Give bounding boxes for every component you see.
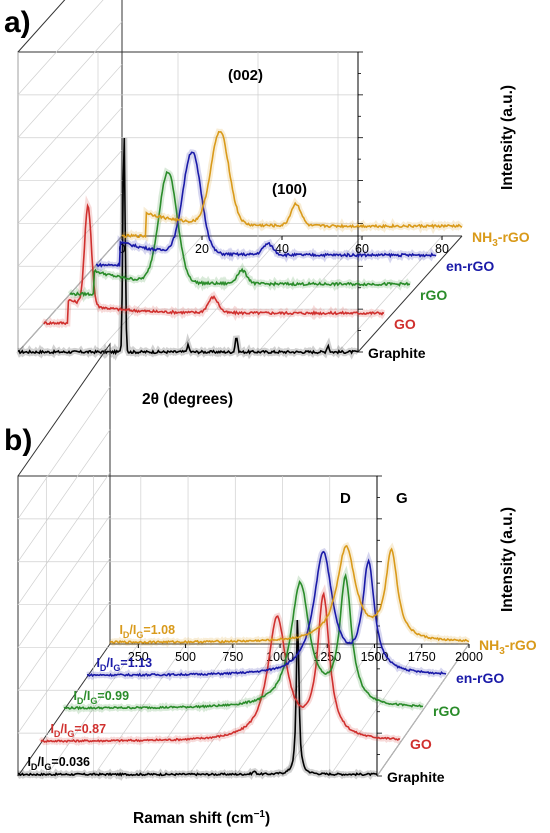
series-label: GO bbox=[410, 736, 432, 752]
id-ig-ratio-label: ID/IG=1.08 bbox=[119, 623, 175, 640]
series-line-go bbox=[40, 591, 401, 744]
floor-grid-line bbox=[282, 643, 375, 777]
series-line-rgo bbox=[69, 170, 411, 298]
side-grid-line bbox=[17, 107, 123, 224]
floor-grid-line bbox=[187, 643, 281, 777]
id-ig-ratio-label: ID/IG=0.99 bbox=[73, 689, 129, 706]
series-label: en-rGO bbox=[446, 258, 494, 274]
floor-grid-line bbox=[376, 643, 470, 777]
series-label: en-rGO bbox=[456, 670, 504, 686]
series-line-nh3-rgo bbox=[109, 544, 470, 644]
panel-b-y-axis-title: Intensity (a.u.) bbox=[499, 507, 516, 612]
side-grid-line bbox=[17, 429, 111, 562]
side-grid-line bbox=[17, 150, 123, 267]
x-tick-label: 500 bbox=[175, 650, 196, 664]
floor-grid-line bbox=[97, 235, 203, 353]
series-glow bbox=[38, 584, 402, 747]
x-tick-label: 750 bbox=[222, 650, 243, 664]
side-grid-line bbox=[17, 0, 104, 96]
annotation-100: (100) bbox=[272, 181, 307, 198]
panel-a-x-axis-title: 2θ (degrees) bbox=[142, 391, 233, 408]
series-line-graphite bbox=[17, 137, 359, 356]
panel-b-id-ig-ratios: ID/IG=0.036 ID/IG=0.87 ID/IG=0.99 ID/IG=1.1… bbox=[27, 623, 175, 772]
id-ig-ratio-label: ID/IG=0.036 bbox=[27, 755, 90, 772]
id-ig-ratio-label: ID/IG=0.87 bbox=[50, 722, 106, 739]
x-tick-label: 40 bbox=[275, 242, 289, 256]
series-line-graphite bbox=[18, 619, 378, 777]
series-label: rGO bbox=[420, 287, 447, 303]
side-grid-line bbox=[17, 472, 111, 605]
panel-b: b) 250 500 750 1000 1250 1500 1750 2000 Graphit… bbox=[4, 342, 537, 827]
series-label: Graphite bbox=[368, 345, 426, 361]
id-ig-ratio-label: ID/IG=1.13 bbox=[96, 656, 152, 673]
x-tick-label: 60 bbox=[355, 242, 369, 256]
x-tick-label: 250 bbox=[128, 650, 149, 664]
left-wall-frame bbox=[17, 342, 111, 644]
panel-b-series bbox=[16, 541, 471, 782]
x-tick-label: 2000 bbox=[455, 650, 483, 664]
panel-a-grid bbox=[17, 0, 463, 353]
panel-a: a) 0 20 40 60 80 GraphiteGOrGOen-rGONH3-rGO … bbox=[4, 0, 530, 408]
panel-label-a: a) bbox=[4, 6, 31, 39]
annotation-d-band: D bbox=[340, 490, 351, 507]
panel-b-x-ticks: 250 500 750 1000 1250 1500 1750 2000 bbox=[128, 475, 483, 777]
annotation-g-band: G bbox=[396, 490, 408, 507]
side-grid-line bbox=[17, 64, 123, 181]
side-grid-line bbox=[17, 600, 111, 734]
annotation-002: (002) bbox=[228, 67, 263, 84]
side-grid-line bbox=[17, 386, 111, 520]
x-tick-label: 1500 bbox=[361, 650, 389, 664]
x-tick-label: 80 bbox=[435, 242, 449, 256]
series-line-rgo bbox=[63, 572, 424, 711]
floor-grid-line bbox=[177, 235, 283, 353]
floor-grid-line bbox=[329, 643, 423, 777]
left-wall-frame bbox=[17, 0, 123, 236]
floor-grid-line bbox=[235, 643, 328, 777]
series-line-go bbox=[43, 202, 385, 326]
floor-grid-line bbox=[46, 643, 139, 777]
side-grid-line bbox=[17, 21, 123, 138]
floor-grid-line bbox=[93, 643, 186, 777]
floor-left-edge bbox=[17, 643, 111, 777]
floor-grid-line bbox=[140, 643, 234, 777]
x-tick-label: 20 bbox=[195, 242, 209, 256]
floor-right-edge bbox=[357, 235, 463, 353]
panel-b-series-labels: Graphite GO rGO en-rGO NH3-rGO bbox=[387, 637, 537, 785]
series-line-nh3-rgo bbox=[121, 130, 463, 239]
series-label: rGO bbox=[433, 703, 460, 719]
side-grid-line bbox=[17, 558, 111, 691]
panel-a-series bbox=[16, 128, 464, 361]
series-label: GO bbox=[394, 316, 416, 332]
panel-a-y-axis-title: Intensity (a.u.) bbox=[499, 85, 516, 190]
panel-label-b: b) bbox=[4, 424, 32, 457]
series-line-en-rgo bbox=[95, 151, 437, 268]
panel-b-x-axis-title: Raman shift (cm−1) bbox=[133, 809, 270, 827]
side-grid-line bbox=[17, 515, 111, 648]
x-tick-label: 1750 bbox=[408, 650, 436, 664]
side-grid-line bbox=[17, 192, 123, 310]
panel-a-x-ticks: 0 20 40 60 80 bbox=[119, 51, 449, 353]
series-line-en-rgo bbox=[86, 550, 447, 678]
series-label: NH3-rGO bbox=[479, 637, 537, 657]
series-label: NH3-rGO bbox=[472, 229, 530, 249]
series-label: Graphite bbox=[387, 769, 445, 785]
